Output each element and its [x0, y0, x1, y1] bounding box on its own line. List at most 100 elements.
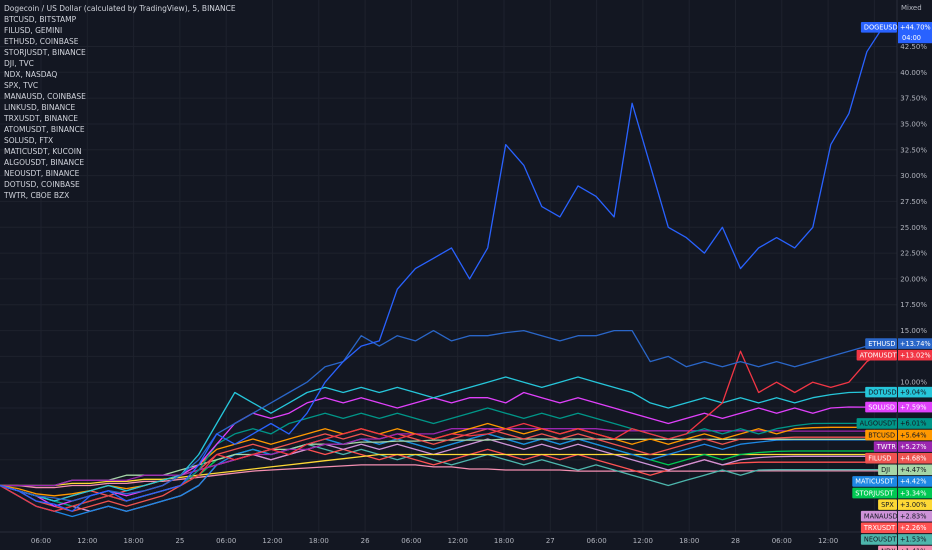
series-tag-maticusdt[interactable]: MATICUSDT +4.42%	[852, 476, 932, 487]
series-line-ethusd[interactable]	[0, 329, 886, 502]
series-value-tag: +4.47%	[900, 466, 926, 474]
series-name-tag: DJI	[881, 466, 890, 474]
series-name-tag: BTCUSD	[868, 431, 895, 439]
compare-symbol-legend[interactable]: TWTR, CBOE BZX	[4, 191, 70, 200]
y-tick-label: 10.00%	[900, 379, 927, 387]
series-line-spx[interactable]	[0, 453, 885, 487]
y-tick-label: 30.00%	[900, 172, 927, 180]
x-tick-label: 18:00	[679, 537, 699, 545]
series-value-tag: +2.26%	[900, 524, 926, 532]
x-tick-label: 18:00	[309, 537, 329, 545]
series-line-dotusd[interactable]	[0, 376, 885, 502]
series-name-tag-bg	[860, 510, 897, 522]
x-tick-label: 06:00	[31, 537, 51, 545]
y-tick-label: 27.50%	[900, 198, 927, 206]
compare-symbol-legend[interactable]: LINKUSD, BINANCE	[4, 103, 76, 112]
series-tag-neousdt[interactable]: NEOUSDT +1.53%	[860, 534, 932, 545]
series-name-tag: ALGOUSDT	[860, 420, 898, 428]
series-name-tag-bg	[865, 338, 897, 349]
series-name-tag: ATOMUSDT	[860, 351, 898, 359]
series-line-filusd[interactable]	[0, 428, 885, 512]
series-name-tag-bg	[878, 464, 897, 476]
compare-symbol-legend[interactable]: SOLUSD, FTX	[4, 136, 54, 145]
x-tick-label: 12:00	[633, 537, 653, 545]
series-line-ndx[interactable]	[0, 464, 885, 489]
series-name-tag-bg	[865, 401, 897, 413]
chart-series-lines	[0, 23, 886, 518]
series-tag-atomusdt[interactable]: ATOMUSDT +13.02%	[856, 349, 932, 361]
time-axis[interactable]: 06:00 12:00 18:00 25 06:00 12:00 18:00 26 06:00 1…	[31, 537, 880, 545]
symbol-legend: Dogecoin / US Dollar (calculated by Trad…	[4, 3, 236, 201]
series-name-tag-bg	[878, 545, 897, 550]
series-tag-solusd[interactable]: SOLUSD +7.59%	[865, 401, 932, 413]
compare-symbol-legend[interactable]: ATOMUSDT, BINANCE	[4, 125, 85, 134]
compare-symbol-legend[interactable]: SPX, TVC	[4, 81, 39, 90]
compare-symbol-legend[interactable]: NDX, NASDAQ	[4, 70, 58, 79]
x-tick-label: 06:00	[401, 537, 421, 545]
series-line-twtr[interactable]	[0, 428, 885, 487]
series-name-tag: MATICUSDT	[855, 478, 894, 486]
series-tag-storjusdt[interactable]: STORJUSDT +3.34%	[852, 487, 932, 499]
series-value-tag-bg	[898, 476, 932, 487]
x-tick-label: 12:00	[77, 537, 97, 545]
x-tick-label: 06:00	[772, 537, 792, 545]
series-tag-spx[interactable]: SPX +3.00%	[878, 499, 932, 510]
series-tag-twtr[interactable]: TWTR +5.27%	[873, 441, 932, 452]
y-tick-label: 37.50%	[900, 95, 927, 103]
series-tag-filusd[interactable]: FILUSD +4.68%	[865, 452, 932, 464]
compare-symbol-legend[interactable]: DOTUSD, COINBASE	[4, 180, 80, 189]
compare-symbol-legend[interactable]: TRXUSDT, BINANCE	[4, 114, 78, 123]
series-tag-algousdt[interactable]: ALGOUSDT +6.01%	[856, 418, 932, 429]
main-symbol-legend[interactable]: Dogecoin / US Dollar (calculated by Trad…	[4, 4, 236, 13]
series-name-tag-bg	[856, 418, 897, 429]
series-tag-dogeusd[interactable]: DOGEUSD +44.70% 04:00	[860, 22, 932, 44]
compare-symbol-legend[interactable]: FILUSD, GEMINI	[4, 26, 63, 35]
series-line-dogeusd[interactable]	[0, 23, 886, 512]
series-line-storjusdt[interactable]	[0, 433, 885, 507]
compare-symbol-legend[interactable]: BTCUSD, BITSTAMP	[4, 15, 77, 24]
series-line-maticusdt[interactable]	[0, 433, 885, 518]
series-value-tag: +6.01%	[900, 420, 926, 428]
scale-mode-label[interactable]: Mixed	[901, 4, 922, 12]
series-last-value-tags: DOGEUSD +44.70% 04:00 ETHUSD +13.74%ATOMUSDT…	[852, 22, 932, 550]
series-name-tag: FILUSD	[868, 455, 891, 463]
series-name-tag: NEOUSDT	[864, 536, 897, 544]
y-tick-label: 40.00%	[900, 69, 927, 77]
series-name-tag-bg	[865, 429, 897, 441]
series-name-tag: ETHUSD	[868, 340, 895, 348]
series-value-tag: +44.70%	[900, 24, 931, 32]
compare-symbol-legend[interactable]: MATICUSDT, KUCOIN	[4, 147, 82, 156]
bar-countdown-timer: 04:00	[902, 34, 921, 42]
series-value-tag-bg	[898, 338, 932, 349]
x-tick-label: 12:00	[262, 537, 282, 545]
series-value-tag-bg	[898, 487, 932, 499]
series-name-tag: DOTUSD	[868, 388, 896, 396]
series-name-tag-bg	[865, 386, 897, 398]
compare-symbol-legend[interactable]: MANAUSD, COINBASE	[4, 92, 86, 101]
x-tick-label: 25	[175, 537, 184, 545]
series-tag-dotusd[interactable]: DOTUSD +9.04%	[865, 386, 932, 398]
compare-symbol-legend[interactable]: STORJUSDT, BINANCE	[4, 48, 86, 57]
compare-symbol-legend[interactable]: DJI, TVC	[4, 59, 34, 68]
series-tag-trxusdt[interactable]: TRXUSDT +2.26%	[860, 522, 932, 534]
series-name-tag: DOGEUSD	[864, 24, 898, 32]
series-tag-ethusd[interactable]: ETHUSD +13.74%	[865, 338, 932, 349]
series-tag-ndx[interactable]: NDX +1.41%	[878, 545, 932, 550]
compare-symbol-legend[interactable]: ETHUSD, COINBASE	[4, 37, 79, 46]
compare-symbol-legend[interactable]: ALGOUSDT, BINANCE	[4, 158, 85, 167]
series-value-tag-bg	[898, 452, 932, 464]
series-tag-dji[interactable]: DJI +4.47%	[878, 464, 932, 476]
series-tag-btcusd[interactable]: BTCUSD +5.64%	[865, 429, 932, 441]
series-value-tag: +5.27%	[900, 443, 926, 451]
compare-symbol-legend[interactable]: NEOUSDT, BINANCE	[4, 169, 80, 178]
x-tick-label: 12:00	[448, 537, 468, 545]
y-tick-label: 22.50%	[900, 250, 927, 258]
series-value-tag-bg	[898, 510, 932, 522]
series-name-tag-bg	[860, 534, 897, 545]
series-name-tag-bg	[873, 441, 897, 452]
series-tag-manausd[interactable]: MANAUSD +2.83%	[860, 510, 932, 522]
series-line-algousdt[interactable]	[0, 407, 885, 507]
price-axis[interactable]: 2.50%5.00%7.50%10.00%12.50%15.00%17.50%2…	[900, 43, 927, 464]
series-value-tag-bg	[898, 522, 932, 534]
